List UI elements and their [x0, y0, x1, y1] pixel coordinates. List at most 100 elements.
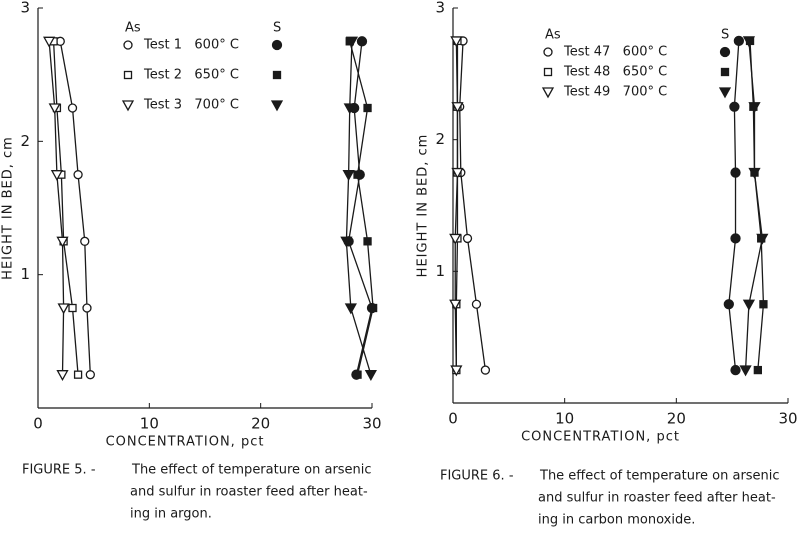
- marker-square: [353, 370, 362, 379]
- marker-circle: [471, 299, 482, 309]
- marker-triangle: [451, 167, 464, 179]
- legend-marker: [543, 67, 553, 77]
- marker-triangle: [449, 299, 462, 311]
- marker-square: [759, 300, 768, 309]
- legend-marker: [123, 40, 133, 50]
- x-tick-label: 20: [251, 415, 270, 433]
- marker-triangle: [748, 102, 761, 114]
- marker-square: [68, 303, 77, 313]
- caption-line: ing in argon.: [130, 507, 212, 522]
- marker-circle: [73, 170, 83, 180]
- marker-circle: [730, 167, 741, 178]
- marker-circle: [480, 365, 491, 375]
- marker-square: [363, 237, 372, 246]
- marker-triangle: [50, 170, 64, 182]
- y-tick-label: 3: [20, 0, 30, 17]
- caption-line: and sulfur in roaster feed after heat-: [130, 485, 368, 500]
- series-line: [459, 40, 487, 371]
- marker-triangle: [748, 167, 761, 179]
- legend-header: As: [125, 21, 141, 36]
- y-tick-label: 1: [20, 265, 30, 283]
- legend-marker: [720, 67, 730, 77]
- marker-triangle: [56, 370, 69, 382]
- marker-triangle: [56, 236, 69, 248]
- marker-triangle: [57, 303, 70, 315]
- series-line: [48, 41, 65, 375]
- x-axis-label: CONCENTRATION, pct: [106, 435, 265, 450]
- x-tick-label: 30: [362, 415, 381, 433]
- series-line: [728, 40, 740, 371]
- x-tick-label: 10: [140, 415, 159, 433]
- marker-square: [363, 103, 372, 113]
- marker-circle: [730, 233, 741, 244]
- series-line: [749, 40, 765, 371]
- legend-header: S: [721, 28, 729, 43]
- legend-label: Test 49 700° C: [563, 85, 667, 100]
- marker-triangle: [345, 36, 359, 48]
- series-line: [59, 41, 91, 375]
- x-tick-label: 30: [778, 410, 797, 428]
- marker-circle: [729, 101, 740, 112]
- series-line: [347, 41, 373, 375]
- legend-marker: [271, 39, 283, 51]
- legend-marker: [718, 87, 732, 99]
- x-axis-label: CONCENTRATION, pct: [521, 430, 680, 445]
- marker-circle: [82, 303, 92, 313]
- series-line: [345, 41, 372, 375]
- legend-marker: [543, 47, 553, 57]
- marker-circle: [730, 364, 741, 376]
- marker-triangle: [450, 365, 463, 377]
- y-tick-label: 3: [435, 0, 445, 17]
- marker-triangle: [742, 299, 756, 311]
- marker-triangle: [451, 102, 464, 114]
- marker-triangle: [43, 36, 56, 48]
- x-tick-label: 0: [33, 415, 43, 433]
- caption-label: FIGURE 5. -: [22, 463, 96, 478]
- marker-triangle: [364, 370, 377, 382]
- legend-marker: [719, 46, 731, 58]
- legend-label: Test 2 650° C: [143, 68, 239, 83]
- y-tick-label: 2: [435, 130, 445, 148]
- marker-square: [753, 365, 762, 375]
- legend-label: Test 1 600° C: [143, 38, 239, 53]
- marker-triangle: [48, 103, 61, 115]
- series-line: [52, 41, 79, 375]
- legend-header: S: [273, 21, 281, 36]
- y-tick-label: 1: [435, 262, 445, 280]
- legend-marker: [272, 70, 282, 80]
- caption-line: and sulfur in roaster feed after heat-: [538, 491, 776, 506]
- y-tick-label: 2: [20, 132, 30, 150]
- marker-triangle: [343, 103, 356, 115]
- marker-circle: [85, 370, 95, 380]
- x-tick-label: 20: [667, 410, 686, 428]
- marker-circle: [356, 36, 368, 47]
- marker-triangle: [450, 36, 463, 48]
- marker-circle: [723, 299, 734, 310]
- marker-triangle: [342, 170, 355, 182]
- legend-marker: [541, 87, 555, 99]
- marker-circle: [462, 233, 473, 244]
- marker-triangle: [340, 236, 353, 248]
- marker-triangle: [344, 303, 357, 315]
- marker-square: [73, 370, 83, 379]
- series-line: [744, 40, 763, 371]
- legend-label: Test 48 650° C: [563, 65, 667, 80]
- marker-circle: [67, 103, 78, 113]
- legend-marker: [121, 100, 135, 112]
- legend-marker: [123, 70, 133, 80]
- legend-label: Test 47 600° C: [563, 45, 667, 60]
- marker-circle: [733, 35, 745, 47]
- x-tick-label: 0: [448, 410, 458, 428]
- caption-line: ing in carbon monoxide.: [538, 513, 695, 528]
- legend-header: As: [545, 28, 561, 43]
- legend-label: Test 3 700° C: [143, 98, 239, 113]
- caption-line: The effect of temperature on arsenic: [539, 469, 780, 484]
- marker-circle: [80, 236, 90, 246]
- marker-triangle: [756, 233, 769, 245]
- marker-triangle: [739, 365, 752, 377]
- caption-label: FIGURE 6. -: [440, 469, 514, 484]
- series-line: [454, 40, 459, 371]
- caption-line: The effect of temperature on arsenic: [131, 463, 372, 478]
